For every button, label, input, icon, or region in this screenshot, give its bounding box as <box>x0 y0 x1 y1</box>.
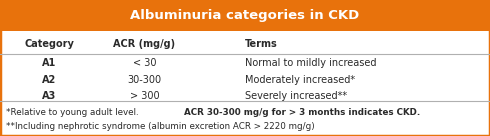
Text: *Relative to young adult level.: *Relative to young adult level. <box>6 108 144 117</box>
Text: Severely increased**: Severely increased** <box>245 91 347 101</box>
Text: 30-300: 30-300 <box>127 75 162 85</box>
Text: Normal to mildly increased: Normal to mildly increased <box>245 58 376 68</box>
Text: Terms: Terms <box>245 39 278 49</box>
Text: < 30: < 30 <box>133 58 156 68</box>
Text: Moderately increased*: Moderately increased* <box>245 75 355 85</box>
Text: > 300: > 300 <box>130 91 159 101</box>
Text: ACR (mg/g): ACR (mg/g) <box>114 39 175 49</box>
Text: A3: A3 <box>42 91 56 101</box>
Bar <box>0 0 490 31</box>
Text: ACR 30-300 mg/g for > 3 months indicates CKD.: ACR 30-300 mg/g for > 3 months indicates… <box>184 108 420 117</box>
Text: A2: A2 <box>42 75 56 85</box>
Text: Albuminuria categories in CKD: Albuminuria categories in CKD <box>130 9 360 22</box>
Text: Category: Category <box>24 39 74 49</box>
Text: A1: A1 <box>42 58 56 68</box>
Text: **Including nephrotic syndrome (albumin excretion ACR > 2220 mg/g): **Including nephrotic syndrome (albumin … <box>6 122 315 131</box>
